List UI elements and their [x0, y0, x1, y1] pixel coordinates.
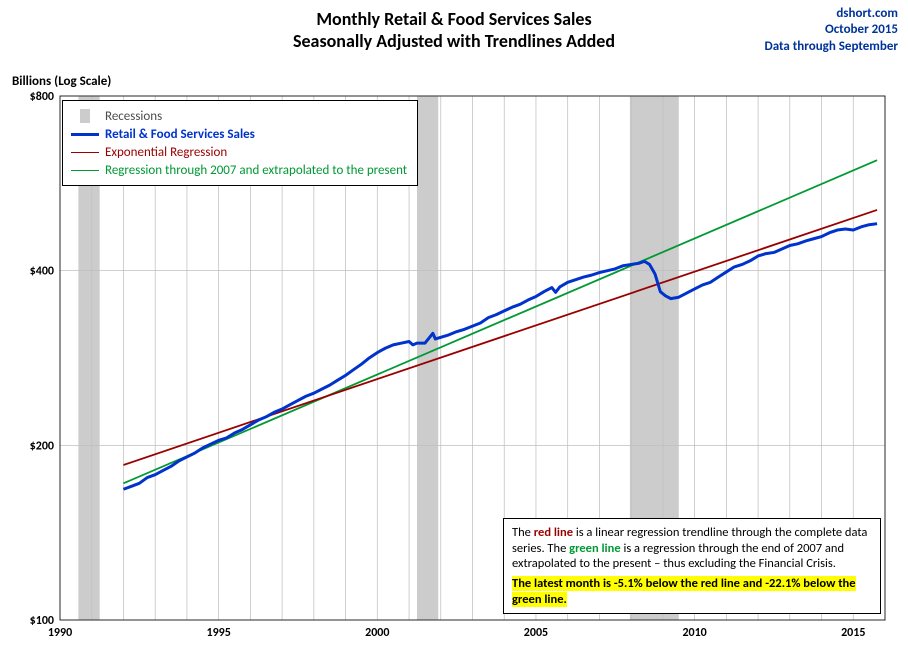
legend-label: Recessions — [105, 109, 162, 124]
legend-swatch — [71, 127, 99, 141]
chart-stage: Monthly Retail & Food Services Sales Sea… — [0, 0, 908, 662]
annotation: The red line is a linear regression tren… — [503, 518, 881, 614]
svg-text:2010: 2010 — [682, 626, 706, 640]
svg-text:2015: 2015 — [841, 626, 865, 640]
annotation-body: The red line is a linear regression tren… — [512, 525, 872, 572]
legend-swatch — [71, 145, 99, 159]
legend-item: Regression through 2007 and extrapolated… — [71, 161, 407, 179]
legend-item: Retail & Food Services Sales — [71, 125, 407, 143]
legend-label: Exponential Regression — [105, 145, 227, 160]
legend-swatch — [71, 163, 99, 177]
svg-text:$200: $200 — [30, 439, 54, 453]
legend-swatch — [71, 109, 99, 123]
svg-text:2000: 2000 — [365, 626, 389, 640]
legend-label: Regression through 2007 and extrapolated… — [105, 163, 407, 178]
svg-text:1990: 1990 — [48, 626, 72, 640]
legend-label: Retail & Food Services Sales — [105, 127, 255, 142]
svg-text:$800: $800 — [30, 90, 54, 104]
annotation-highlight: The latest month is -5.1% below the red … — [512, 576, 872, 607]
legend: Recessions Retail & Food Services Sales Ex… — [62, 100, 418, 186]
legend-item: Recessions — [71, 107, 407, 125]
svg-text:2005: 2005 — [524, 626, 548, 640]
svg-text:$400: $400 — [30, 265, 54, 279]
legend-item: Exponential Regression — [71, 143, 407, 161]
svg-text:1995: 1995 — [206, 626, 230, 640]
